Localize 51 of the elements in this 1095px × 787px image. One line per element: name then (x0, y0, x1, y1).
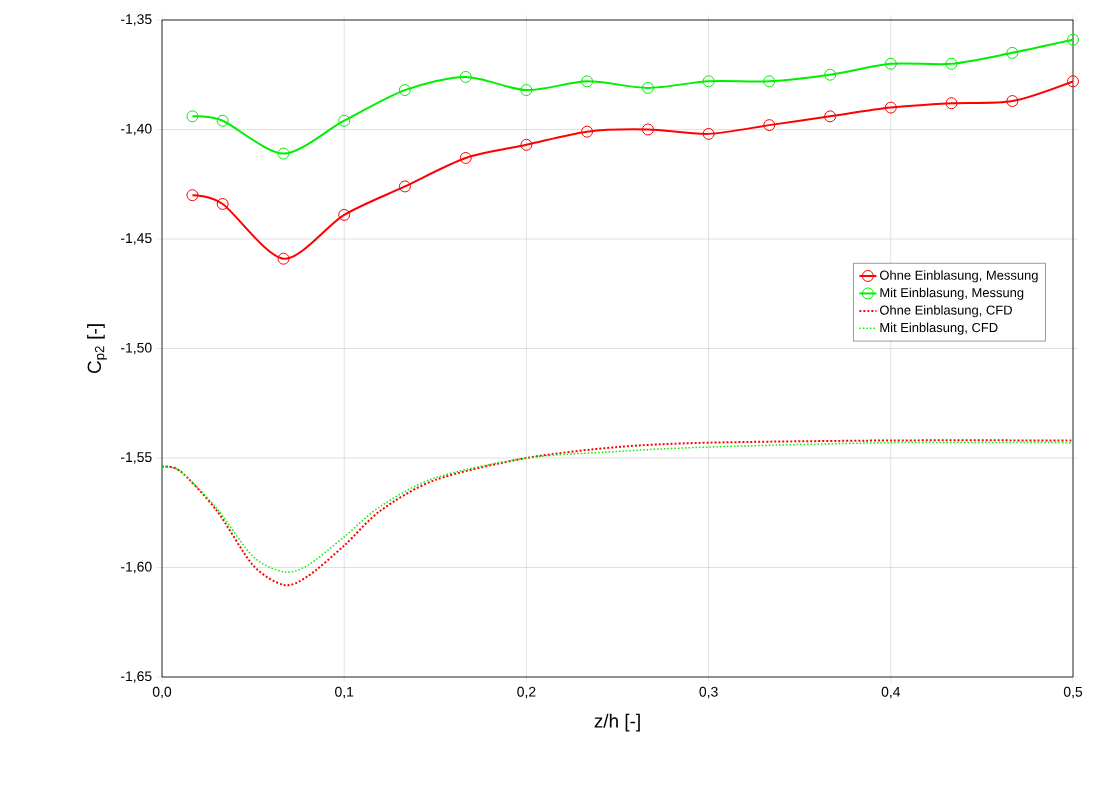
point (763, 75, 776, 88)
point (581, 75, 594, 88)
point (338, 114, 351, 127)
legend-label: Ohne Einblasung, CFD (880, 305, 1012, 318)
point (1067, 75, 1079, 88)
point (216, 114, 229, 127)
x-tick-label: 0,1 (335, 686, 354, 699)
point (702, 127, 715, 140)
y-tick-label: -1,65 (121, 671, 152, 683)
y-tick-label: -1,45 (121, 233, 152, 245)
point (216, 197, 229, 210)
point (763, 119, 776, 132)
point (702, 75, 715, 88)
point (520, 84, 533, 97)
y-tick-label: -1,55 (121, 452, 152, 464)
x-tick-label: 0,2 (517, 686, 536, 699)
x-tick-label: 0,5 (1063, 686, 1083, 699)
point (945, 57, 958, 70)
point (520, 138, 533, 151)
legend-label: Mit Einblasung, Messung (880, 287, 1024, 300)
y-tick-label: -1,60 (121, 561, 152, 574)
point (186, 189, 199, 202)
y-axis-title: C$_{p2}$ [-] (87, 324, 107, 374)
point (824, 110, 837, 123)
point (459, 70, 472, 83)
point (398, 180, 411, 193)
y-tick-label: -1,35 (121, 14, 152, 26)
x-tick-label: 0,0 (152, 686, 172, 699)
point (824, 68, 837, 81)
legend-label: Ohne Einblasung, Messung (880, 270, 1038, 283)
y-tick-label: -1,50 (121, 342, 152, 355)
x-axis-title: z/h [-] (594, 713, 640, 732)
point (1067, 33, 1079, 46)
point (1006, 46, 1019, 59)
point (1006, 95, 1019, 107)
x-tick-label: 0,3 (699, 686, 718, 699)
point (459, 151, 472, 164)
point (884, 57, 897, 70)
point (277, 252, 290, 265)
y-tick-label: -1,40 (121, 123, 152, 136)
point (641, 123, 654, 136)
point (945, 97, 958, 110)
point (884, 101, 897, 114)
point (641, 81, 654, 94)
point (581, 125, 594, 138)
x-tick-label: 0,4 (881, 686, 901, 699)
point (186, 110, 199, 123)
point (398, 84, 411, 97)
point (338, 208, 351, 221)
point (277, 147, 290, 160)
legend-label: Mit Einblasung, CFD (880, 322, 998, 335)
